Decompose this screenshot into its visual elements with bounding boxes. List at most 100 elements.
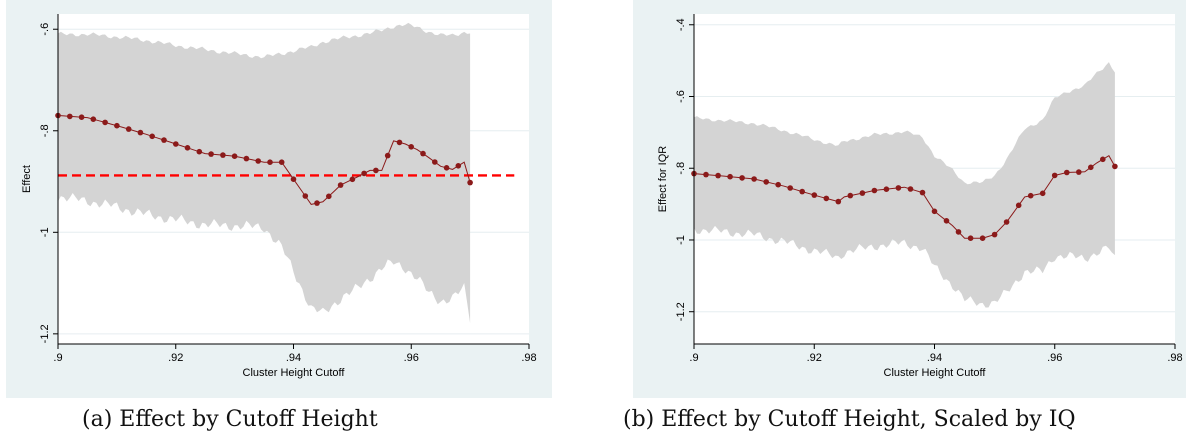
chart-a-point bbox=[243, 155, 250, 162]
chart-b-x-tick-label: .96 bbox=[1047, 352, 1062, 364]
chart-b-confidence-band bbox=[694, 62, 1115, 308]
chart-b-point bbox=[907, 186, 914, 192]
chart-a-point bbox=[314, 200, 320, 206]
chart-b-y-tick-label: -.4 bbox=[675, 18, 687, 31]
chart-a-point bbox=[467, 179, 473, 186]
chart-b-point bbox=[859, 190, 866, 196]
chart-a-y-tick-label: -1 bbox=[39, 227, 51, 237]
chart-a-point bbox=[125, 126, 132, 132]
chart-a-x-tick-label: .98 bbox=[521, 352, 536, 364]
chart-b-svg: .9 .92 .94 .96 .98 -.4 -.6 -.8 -1 -1.2 Cluster Hei… bbox=[657, 14, 1183, 379]
chart-b-x-tick-label: .92 bbox=[807, 352, 822, 364]
chart-b-point bbox=[979, 235, 986, 241]
chart-a-point bbox=[231, 153, 238, 159]
chart-b-point bbox=[787, 185, 793, 191]
chart-b-point bbox=[799, 188, 805, 195]
chart-b-y-tick-label: -.8 bbox=[675, 162, 687, 175]
chart-a-point bbox=[67, 113, 73, 120]
chart-a-point bbox=[432, 159, 438, 165]
chart-b-point bbox=[1076, 169, 1082, 175]
chart-b-point bbox=[775, 181, 781, 188]
chart-a-point bbox=[337, 182, 344, 188]
chart-b-x-tick-label: .98 bbox=[1167, 352, 1182, 364]
chart-b-point bbox=[835, 198, 842, 205]
chart-a-point bbox=[396, 139, 403, 146]
chart-b-point bbox=[1112, 163, 1118, 170]
chart-b-point bbox=[1003, 219, 1010, 225]
chart-b-point bbox=[847, 192, 854, 199]
chart-a-point bbox=[326, 193, 332, 200]
chart-b-point bbox=[1100, 156, 1106, 163]
chart-a-point bbox=[255, 158, 261, 164]
chart-b-y-tick-label: -1.2 bbox=[675, 302, 687, 321]
chart-b-y-axis-label: Effect for IQR bbox=[657, 146, 669, 212]
chart-b-point bbox=[1039, 190, 1046, 197]
chart-b-point bbox=[739, 175, 745, 181]
chart-a-point bbox=[184, 145, 191, 151]
chart-b-point bbox=[991, 231, 998, 238]
chart-a-point bbox=[302, 193, 309, 199]
chart-a-point bbox=[137, 129, 144, 136]
chart-b-point bbox=[763, 179, 769, 185]
chart-b-point bbox=[703, 171, 709, 178]
chart-a-point bbox=[455, 163, 462, 169]
chart-b-point bbox=[1015, 202, 1022, 209]
chart-a-point bbox=[267, 159, 273, 165]
chart-a-point bbox=[114, 122, 120, 129]
chart-b-point bbox=[811, 192, 818, 198]
chart-b-point bbox=[751, 176, 757, 182]
chart-panel-b: .9 .92 .94 .96 .98 -.4 -.6 -.8 -1 -1.2 Cluster Hei… bbox=[633, 0, 1186, 398]
chart-a-point bbox=[290, 176, 297, 182]
chart-a-point bbox=[420, 150, 426, 157]
chart-a-point bbox=[373, 167, 379, 174]
chart-b-point bbox=[823, 195, 830, 202]
chart-b-point bbox=[727, 173, 733, 180]
chart-a-x-tick-label: .92 bbox=[168, 352, 183, 364]
chart-b-point bbox=[943, 218, 950, 224]
chart-b-point bbox=[1027, 192, 1034, 199]
chart-b-point bbox=[871, 187, 878, 194]
chart-a-point bbox=[208, 151, 214, 157]
chart-b-y-tick-label: -1 bbox=[675, 235, 687, 245]
chart-a-confidence-band bbox=[58, 22, 471, 324]
chart-a-point bbox=[384, 152, 391, 159]
chart-a-point bbox=[102, 119, 108, 126]
chart-a-point bbox=[149, 133, 155, 140]
chart-b-point bbox=[715, 172, 721, 179]
chart-a-x-tick-label: .94 bbox=[286, 352, 301, 364]
chart-a-svg: .9 .92 .94 .96 .98 -.6 -.8 -1 -1.2 Cluster Height… bbox=[21, 14, 537, 379]
chart-b-point bbox=[1051, 172, 1058, 179]
chart-b-point bbox=[883, 186, 890, 192]
caption-a: (a) Effect by Cutoff Height bbox=[82, 407, 378, 432]
chart-b-point bbox=[931, 208, 938, 215]
chart-b-point bbox=[1088, 164, 1094, 171]
chart-a-point bbox=[443, 165, 450, 171]
chart-a-y-tick-label: -1.2 bbox=[39, 324, 51, 343]
chart-a-point bbox=[90, 116, 97, 122]
chart-a-point bbox=[278, 159, 285, 165]
chart-a-point bbox=[361, 170, 367, 177]
chart-a-x-tick-label: .9 bbox=[53, 352, 62, 364]
chart-a-point bbox=[173, 141, 179, 147]
chart-a-y-tick-label: -.6 bbox=[39, 23, 51, 36]
caption-b: (b) Effect by Cutoff Height, Scaled by I… bbox=[623, 407, 1076, 432]
chart-a-y-tick-label: -.8 bbox=[39, 124, 51, 137]
chart-a-point bbox=[220, 152, 226, 158]
chart-a-point bbox=[349, 176, 356, 183]
chart-b-x-tick-label: .9 bbox=[689, 352, 698, 364]
chart-a-point bbox=[78, 114, 85, 120]
chart-b-point bbox=[1064, 169, 1070, 176]
chart-panel-a: .9 .92 .94 .96 .98 -.6 -.8 -1 -1.2 Cluster Height… bbox=[6, 0, 552, 398]
chart-b-y-tick-label: -.6 bbox=[675, 90, 687, 103]
chart-b-point bbox=[955, 229, 962, 235]
chart-a-point bbox=[161, 137, 167, 143]
chart-a-x-axis-label: Cluster Height Cutoff bbox=[243, 367, 346, 379]
chart-a-x-tick-label: .96 bbox=[404, 352, 419, 364]
chart-b-point bbox=[919, 189, 926, 196]
chart-b-point bbox=[895, 185, 902, 191]
chart-b-point bbox=[967, 235, 974, 241]
chart-a-y-axis-label: Effect bbox=[21, 165, 33, 193]
chart-b-x-axis-label: Cluster Height Cutoff bbox=[884, 367, 987, 379]
chart-a-point bbox=[408, 144, 415, 150]
chart-b-x-tick-label: .94 bbox=[927, 352, 942, 364]
